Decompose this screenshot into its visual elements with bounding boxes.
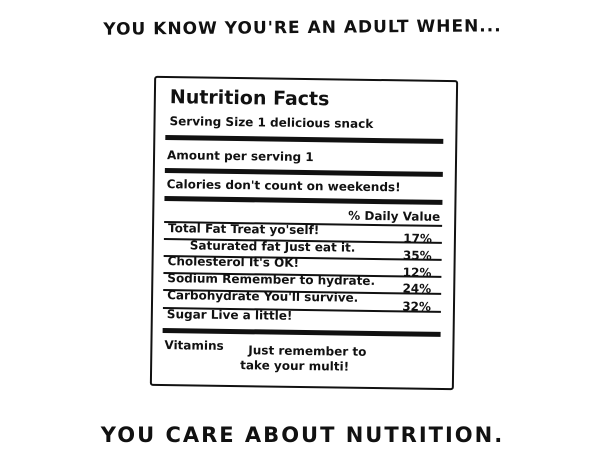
amount-per-serving: Amount per serving 1 — [166, 148, 314, 165]
row-sodium: Sodium Remember to hydrate. — [167, 271, 376, 288]
label-title: Nutrition Facts — [169, 86, 330, 111]
pct-cholesterol: 12% — [402, 265, 432, 280]
nutrition-label: Nutrition Facts Serving Size 1 delicious… — [149, 75, 459, 391]
punchline: YOU CARE ABOUT NUTRITION. — [100, 423, 505, 447]
row-sugar: Sugar Live a little! — [166, 307, 293, 323]
vitamins-note-1: Just remember to — [248, 343, 367, 359]
pct-total-fat: 17% — [403, 231, 433, 246]
daily-value-header: % Daily Value — [348, 208, 441, 224]
calories: Calories don't count on weekends! — [166, 177, 401, 195]
divider — [164, 196, 443, 205]
vitamins-note-2: take your multi! — [240, 358, 350, 374]
divider — [162, 328, 441, 337]
row-cholesterol: Cholesterol It's OK! — [167, 254, 300, 270]
row-saturated-fat: Saturated fat Just eat it. — [189, 238, 356, 255]
pct-saturated-fat: 35% — [402, 248, 432, 263]
vitamins: Vitamins — [164, 338, 224, 353]
headline: YOU KNOW YOU'RE AN ADULT WHEN... — [103, 16, 502, 40]
row-carbohydrate: Carbohydrate You'll survive. — [167, 288, 359, 305]
serving-size: Serving Size 1 delicious snack — [169, 114, 374, 131]
row-total-fat: Total Fat Treat yo'self! — [167, 221, 320, 238]
divider — [164, 168, 443, 177]
divider — [165, 135, 444, 144]
